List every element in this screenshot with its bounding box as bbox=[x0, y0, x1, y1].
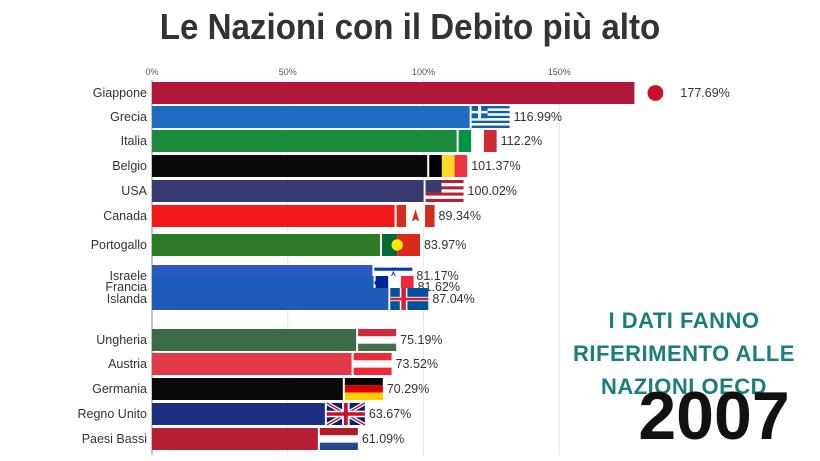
value-label: 73.52% bbox=[396, 357, 438, 371]
value-label: 89.34% bbox=[439, 209, 481, 223]
value-label: 81.17% bbox=[416, 269, 458, 283]
belgium-flag-icon bbox=[429, 155, 468, 177]
bar bbox=[152, 378, 343, 400]
portugal-flag-icon bbox=[381, 234, 420, 256]
value-label: 101.37% bbox=[471, 159, 520, 173]
category-label: Germania bbox=[92, 382, 147, 396]
iceland-flag-icon bbox=[390, 288, 429, 310]
bar-group: Ungheria 75.19% bbox=[96, 329, 443, 351]
data-source-note: I DATI FANNO RIFERIMENTO ALLE NAZIONI OE… bbox=[573, 308, 795, 399]
bar-group: Canada 89.34% bbox=[103, 205, 481, 227]
bar-group: Paesi Bassi 61.09% bbox=[82, 428, 404, 450]
value-label: 61.09% bbox=[362, 432, 404, 446]
usa-flag-icon bbox=[425, 180, 464, 202]
bar bbox=[152, 329, 357, 351]
category-label: Regno Unito bbox=[78, 407, 148, 421]
value-label: 112.2% bbox=[501, 134, 542, 148]
bar bbox=[152, 82, 635, 104]
bar-group: Grecia 116.99% bbox=[110, 106, 562, 128]
category-label: Francia bbox=[105, 280, 147, 294]
category-label: Paesi Bassi bbox=[82, 432, 147, 446]
value-label: 70.29% bbox=[387, 382, 429, 396]
italy-flag-icon bbox=[458, 130, 497, 152]
category-label: Grecia bbox=[110, 110, 147, 124]
value-label: 177.69% bbox=[680, 86, 729, 100]
bar-group: Regno Unito 63.67% bbox=[78, 401, 411, 427]
germany-flag-icon bbox=[344, 378, 383, 400]
bar bbox=[152, 428, 318, 450]
uk-flag-icon bbox=[325, 401, 366, 427]
value-label: 100.02% bbox=[468, 184, 517, 198]
bar bbox=[152, 288, 389, 310]
netherlands-flag-icon bbox=[319, 428, 358, 450]
bar bbox=[152, 234, 380, 256]
x-tick-label: 150% bbox=[548, 67, 571, 77]
bar-group: Portogallo 83.97% bbox=[91, 234, 466, 256]
bar bbox=[152, 180, 424, 202]
bar-group: Italia 112.2% bbox=[121, 130, 542, 152]
category-label: Canada bbox=[103, 209, 147, 223]
bar-group: Belgio 101.37% bbox=[112, 155, 521, 177]
austria-flag-icon bbox=[353, 353, 392, 375]
value-label: 83.97% bbox=[424, 238, 466, 252]
bar-group: Germania 70.29% bbox=[92, 378, 429, 400]
category-label: USA bbox=[121, 184, 147, 198]
bar-group: Islanda 87.04% bbox=[107, 288, 475, 310]
bar bbox=[152, 106, 470, 128]
category-label: Portogallo bbox=[91, 238, 147, 252]
japan-flag-icon bbox=[647, 85, 664, 101]
bar-group: Giappone 177.69% bbox=[93, 82, 730, 104]
bar-group: USA 100.02% bbox=[121, 180, 517, 202]
value-label: 75.19% bbox=[400, 333, 442, 347]
x-tick-label: 100% bbox=[412, 67, 435, 77]
category-label: Islanda bbox=[107, 292, 147, 306]
x-tick-label: 0% bbox=[145, 67, 158, 77]
category-label: Italia bbox=[121, 134, 147, 148]
bar-group: Austria 73.52% bbox=[108, 353, 438, 375]
chart-title: Le Nazioni con il Debito più alto bbox=[159, 6, 661, 47]
greece-flag-icon bbox=[471, 106, 510, 128]
value-label: 116.99% bbox=[514, 110, 562, 124]
bar bbox=[152, 403, 325, 425]
category-label: Giappone bbox=[93, 86, 147, 100]
hungary-flag-icon bbox=[358, 329, 397, 351]
bar bbox=[152, 205, 395, 227]
bar bbox=[152, 155, 428, 177]
category-label: Belgio bbox=[112, 159, 147, 173]
category-label: Austria bbox=[108, 357, 147, 371]
value-label: 87.04% bbox=[432, 292, 474, 306]
value-label: 63.67% bbox=[369, 407, 411, 421]
category-label: Ungheria bbox=[96, 333, 147, 347]
bar bbox=[152, 130, 457, 152]
year-label: 2007 bbox=[638, 378, 790, 454]
bar bbox=[152, 353, 352, 375]
category-label: Israele bbox=[109, 269, 147, 283]
canada-flag-icon bbox=[396, 205, 435, 227]
x-tick-label: 50% bbox=[279, 67, 297, 77]
